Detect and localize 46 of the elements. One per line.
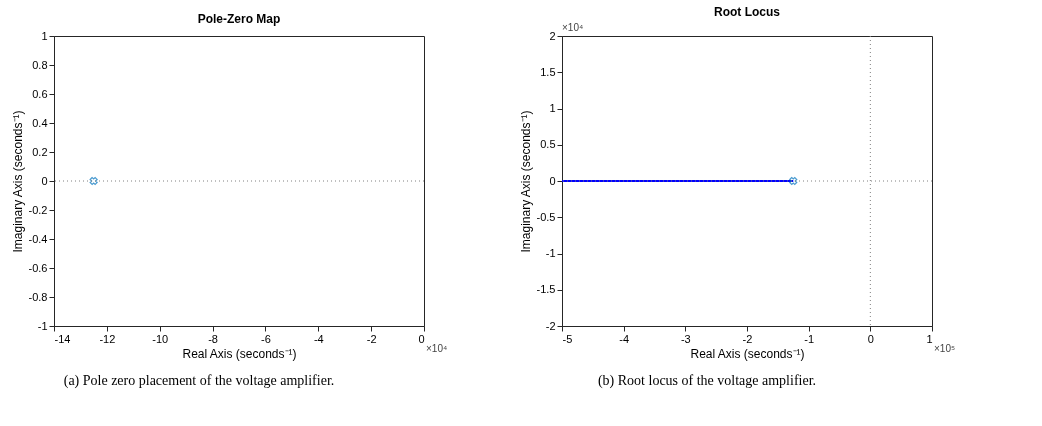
x-tick-label: 0	[418, 332, 425, 345]
y-tick-label: 1	[549, 102, 556, 114]
x-axis-title: Real Axis (seconds⁻¹)	[690, 346, 805, 361]
x-tick-label: -12	[99, 332, 116, 345]
x-tick-label: -2	[742, 332, 753, 345]
y-tick-label: 0.5	[540, 138, 556, 151]
y-tick-label: -2	[545, 319, 556, 332]
y-tick-label: -1.5	[536, 283, 556, 296]
x-tick-label: -8	[208, 332, 218, 345]
y-tick-label: 0	[41, 174, 48, 187]
x-tick-label: -5	[562, 332, 573, 345]
text: (b) Root locus of the voltage amplifier.	[597, 373, 817, 389]
y-tick-label: 0	[549, 174, 556, 187]
y-tick-label: -1	[37, 319, 48, 332]
y-tick-label: -0.8	[28, 290, 48, 303]
text: (a) Pole zero placement of the voltage amplifier.	[63, 373, 335, 389]
chart-title: Root Locus	[714, 5, 781, 19]
y-tick-label: -0.2	[28, 203, 48, 216]
y-tick-label: 0.2	[32, 145, 48, 158]
y-tick-label: 0.4	[32, 116, 48, 129]
x-tick-label: -10	[152, 332, 169, 345]
x-tick-label: -14	[54, 332, 71, 345]
y-axis-title: Imaginary Axis (seconds⁻¹)	[10, 110, 25, 253]
x-tick-label: -4	[619, 332, 630, 345]
y-tick-label: 0.8	[32, 58, 48, 71]
chart-title: Pole-Zero Map	[197, 12, 281, 26]
y-tick-label: 1	[41, 29, 48, 42]
y-tick-label: 0.6	[32, 87, 48, 100]
y-tick-label: -0.5	[536, 210, 556, 223]
text: ×10⁴	[426, 343, 448, 354]
y-tick-label: -0.4	[28, 232, 48, 245]
x-tick-label: -1	[804, 332, 815, 345]
y-tick-label: 2	[549, 29, 556, 42]
x-axis-title: Real Axis (seconds⁻¹)	[182, 346, 297, 361]
x-tick-label: 1	[926, 332, 933, 345]
y-tick-label: -0.6	[28, 261, 48, 274]
y-tick-label: 1.5	[540, 65, 556, 78]
y-tick-label: -1	[545, 247, 556, 259]
x-tick-label: 0	[867, 332, 874, 345]
text: ×10⁴	[562, 22, 584, 33]
x-tick-label: -6	[261, 332, 271, 345]
x-tick-label: -2	[366, 332, 377, 345]
x-tick-label: -4	[313, 332, 324, 345]
y-axis-title: Imaginary Axis (seconds⁻¹)	[518, 110, 533, 253]
x-tick-label: -3	[680, 332, 691, 345]
text: ×10⁵	[934, 343, 956, 354]
